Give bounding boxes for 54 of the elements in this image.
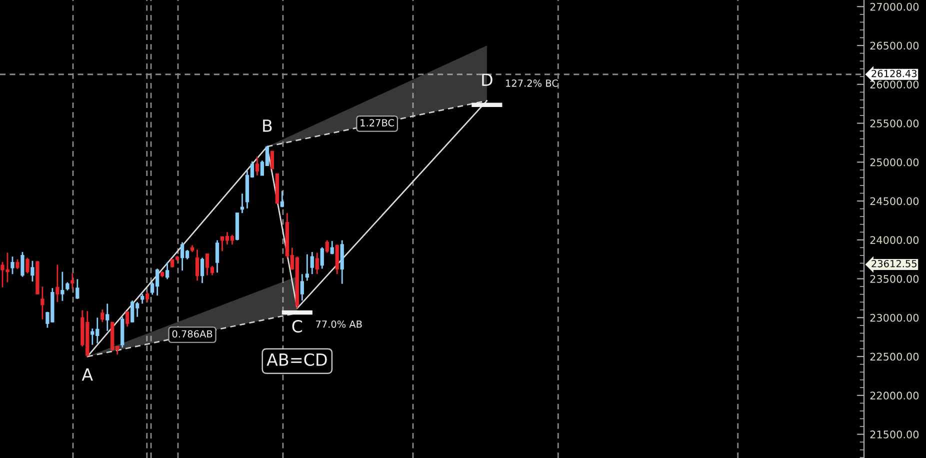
candlestick [106,302,110,332]
candlestick [315,252,319,275]
candlestick [240,192,244,214]
data-label: B [263,120,272,132]
ref-line-label: 26128.43 [872,70,917,78]
text: 23612.55 [872,260,916,268]
candlestick [280,190,284,208]
candlestick [325,240,329,254]
candlestick [30,260,34,282]
candlestick [270,150,274,170]
y-tick-label: 25000.00 [870,158,919,166]
candlestick [26,257,30,274]
y-tick-label: 24500.00 [870,197,919,206]
annotation: 127.2% BC [506,80,558,87]
candlestick [195,248,200,282]
candlestick [76,278,80,300]
y-tick-label: 26000.00 [870,80,919,88]
y-tick-label: 23000.00 [870,314,919,322]
y-tick-label: 23500.00 [870,274,919,283]
y-tick-label: 24000.00 [870,236,919,244]
candlestick [215,240,220,274]
candlestick [140,293,144,304]
candlestick [320,246,324,270]
annotation: 77.0% AB [316,320,362,328]
candlestick [146,292,150,303]
candlestick [126,310,130,328]
candlestick [20,251,24,278]
data-label: D [482,74,492,86]
candlestick [310,251,314,275]
candlestick [100,308,104,323]
candlestick [335,244,339,275]
y-tick-label: 26500.00 [870,42,919,50]
y-tick-label: 22500.00 [870,352,919,361]
data-label: A [82,368,93,381]
candlestick [165,262,170,280]
candlestick [60,271,64,302]
candlestick [305,254,309,282]
candlestick [255,156,260,176]
candlestick [56,264,60,303]
series-label: 1.27BC [360,119,394,126]
candlestick [330,240,334,255]
candlestick [300,273,304,302]
candlestick [40,286,44,320]
candlestick [16,258,20,270]
y-tick-label: 27000.00 [870,2,919,11]
candlestick [70,272,74,290]
candlestick [200,257,204,284]
candlestick [10,256,14,275]
y-tick-label: 25500.00 [870,119,919,128]
annotation: AB=CD [266,353,327,366]
y-tick-label: 21500.00 [870,430,919,438]
series-label: 0.786AB [172,330,212,338]
data-label: C [292,320,302,333]
y-tick-label: 22000.00 [870,392,919,400]
